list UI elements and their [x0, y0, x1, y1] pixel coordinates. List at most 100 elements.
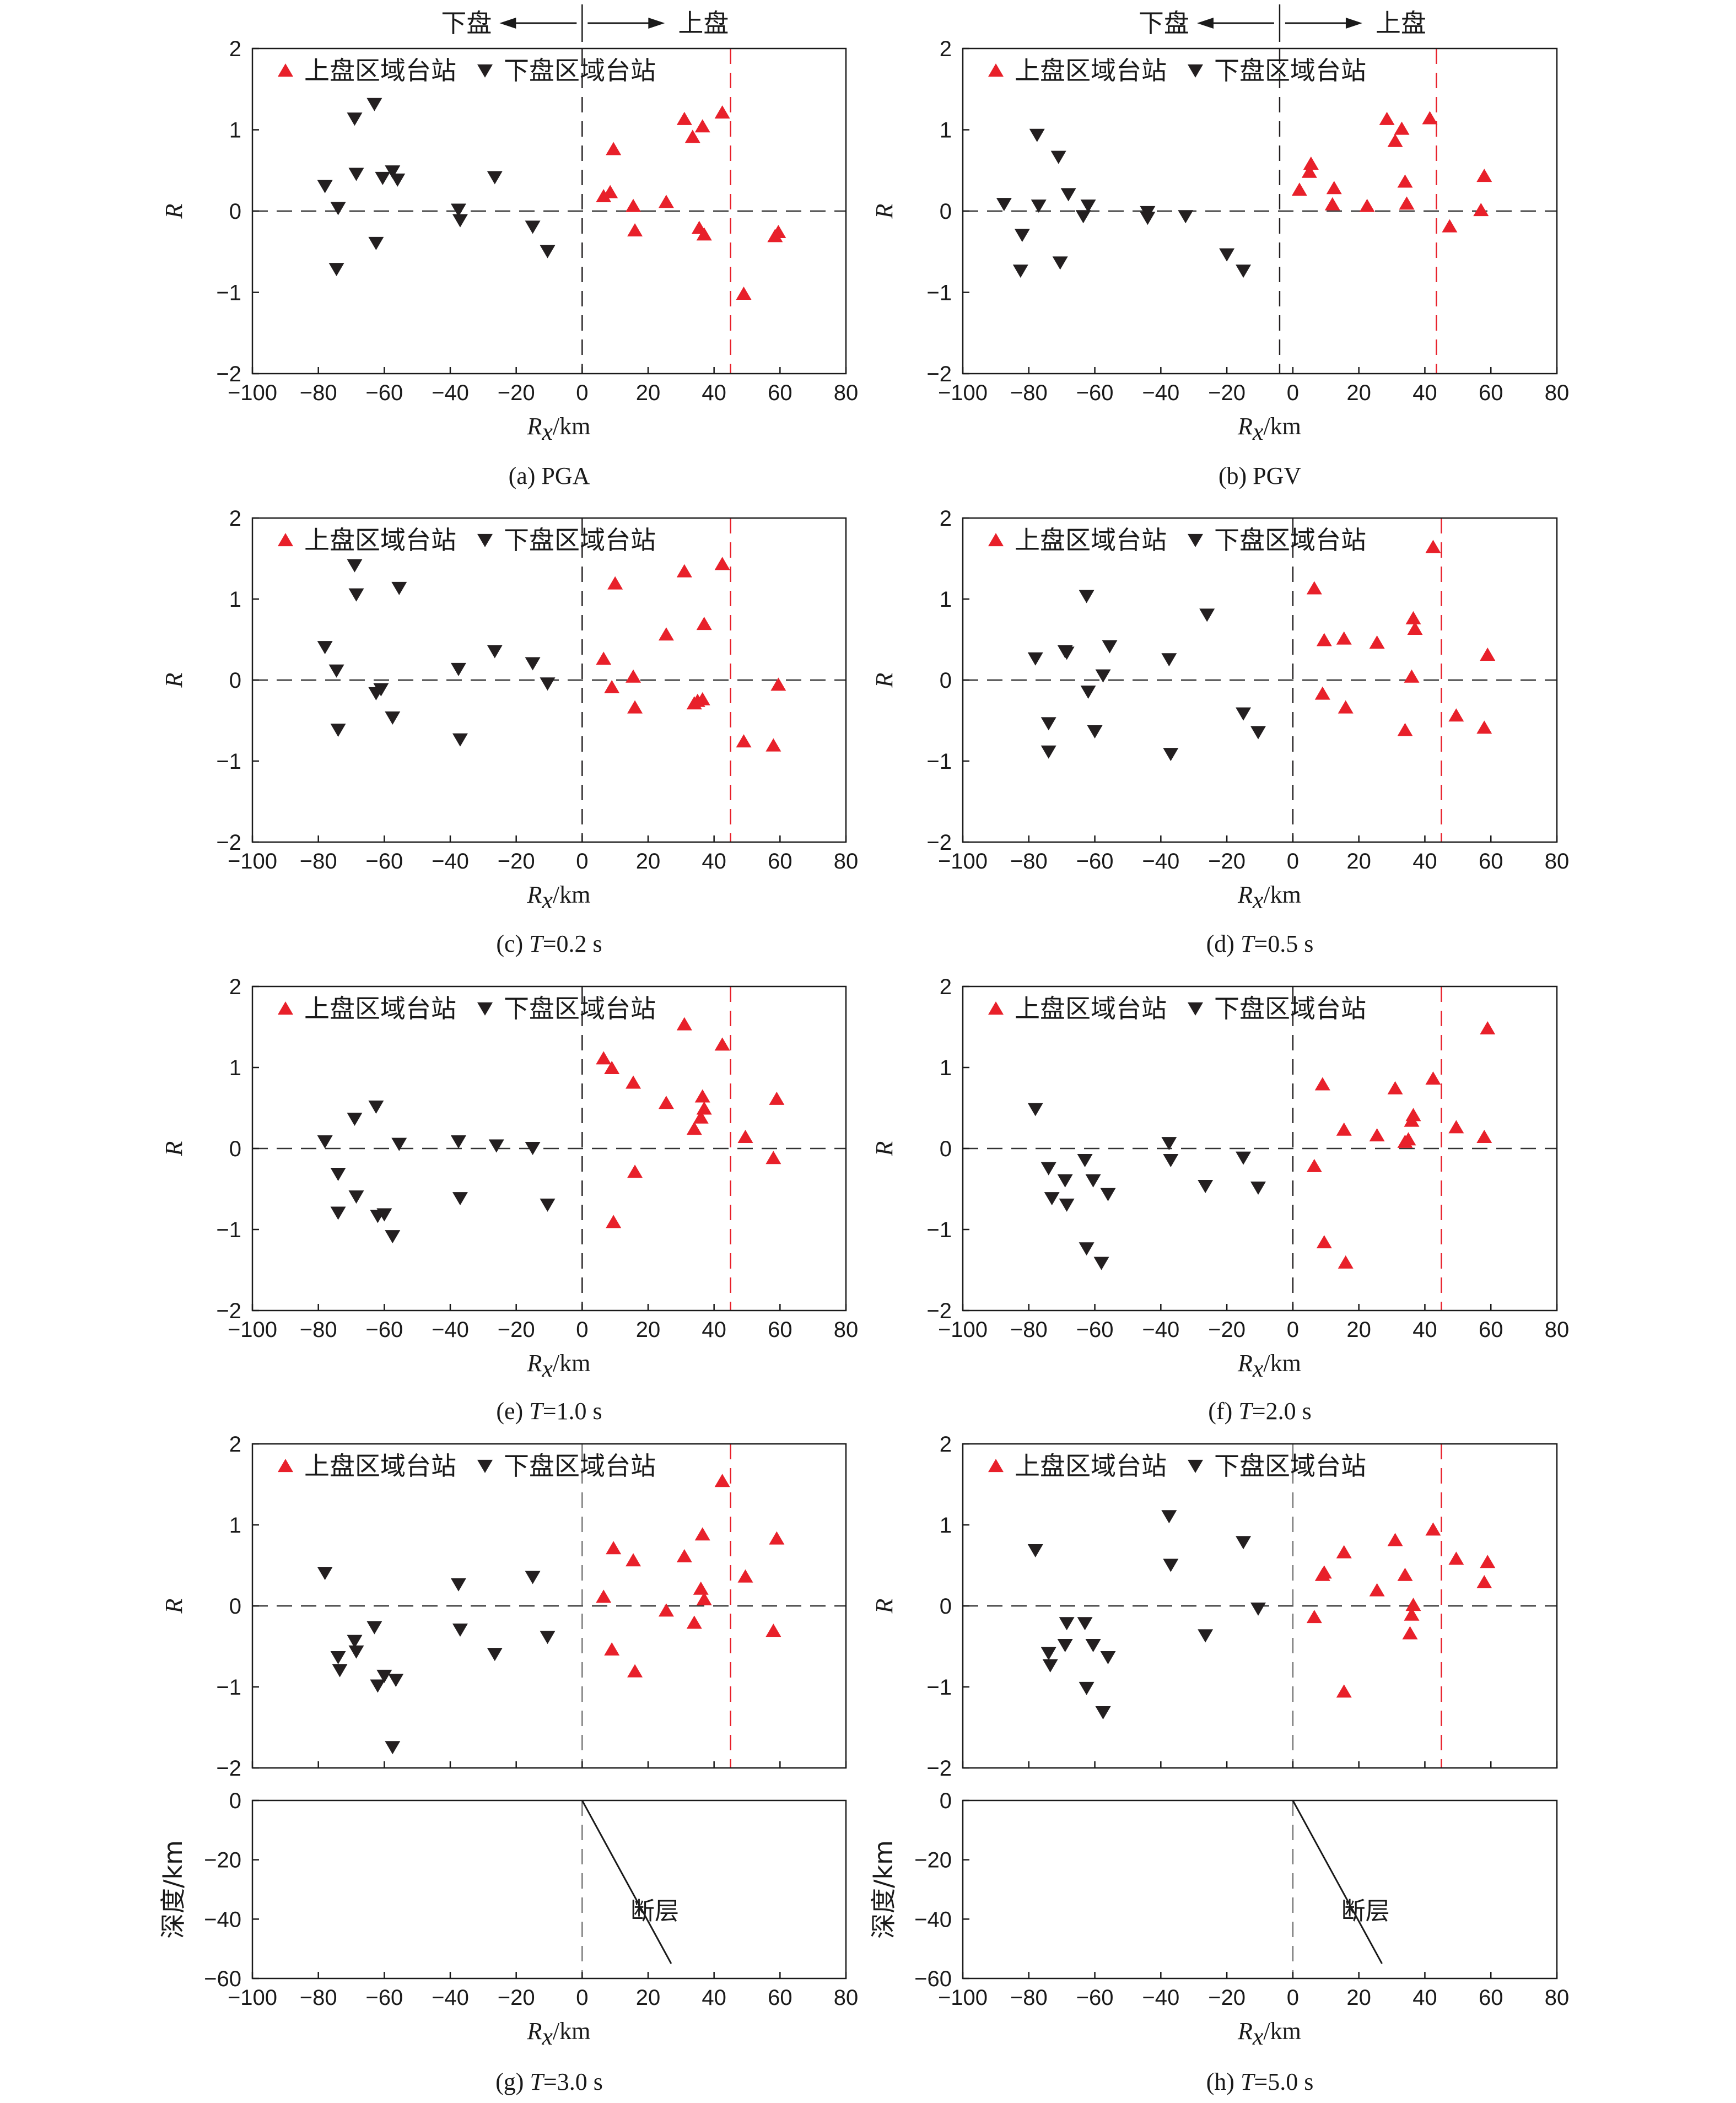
y-axis-label: R: [160, 1598, 187, 1614]
hanging-wall-station-marker: [1404, 1607, 1420, 1621]
footwall-station-marker: [1178, 210, 1194, 224]
footwall-station-marker: [348, 1645, 364, 1659]
footwall-station-marker: [1236, 707, 1252, 721]
arrow-right-icon: [648, 18, 665, 29]
footwall-station-marker: [1163, 1559, 1179, 1572]
y-tick-label: 0: [229, 1789, 241, 1813]
hanging-wall-station-marker: [737, 1569, 753, 1583]
x-tick-label: 20: [1346, 1318, 1371, 1342]
x-axis-label: Rx/km: [1237, 881, 1301, 914]
footwall-station-marker: [1077, 1617, 1093, 1631]
footwall-station-marker: [1095, 1706, 1111, 1719]
footwall-station-marker: [450, 203, 466, 217]
hanging-wall-station-marker: [596, 1051, 612, 1065]
hanging-wall-station-marker: [626, 198, 641, 212]
y-tick-label: −40: [914, 1907, 952, 1932]
legend-hanging-wall-label: 上盘区域台站: [1015, 525, 1167, 555]
footwall-station-marker: [1029, 128, 1045, 142]
x-axis-label: Rx/km: [527, 2018, 591, 2050]
footwall-station-marker: [525, 657, 541, 671]
fault-label: 断层: [1341, 1897, 1390, 1925]
hanging-wall-station-marker: [1405, 611, 1421, 624]
footwall-station-marker: [317, 641, 333, 655]
footwall-station-marker: [1042, 1659, 1058, 1673]
x-tick-label: −80: [300, 1318, 337, 1342]
x-tick-label: 0: [576, 1318, 588, 1342]
x-tick-label: −20: [1208, 381, 1246, 405]
footwall-station-marker: [328, 664, 344, 678]
hanging-wall-station-marker: [1476, 1130, 1492, 1144]
hanging-wall-station-marker: [602, 185, 618, 198]
x-tick-label: −80: [1010, 381, 1048, 405]
hanging-wall-station-marker: [694, 1527, 710, 1541]
footwall-station-marker: [452, 214, 468, 228]
footwall-station-marker: [1236, 1151, 1252, 1165]
legend-hanging-wall-label: 上盘区域台站: [1015, 56, 1167, 85]
y-tick-label: 2: [229, 37, 241, 61]
hanging-wall-station-marker: [1336, 1684, 1352, 1698]
y-tick-label: −40: [204, 1907, 241, 1932]
x-tick-label: 80: [834, 849, 859, 873]
footwall-station-marker: [1040, 1647, 1056, 1660]
footwall-station-marker: [1079, 1681, 1095, 1695]
footwall-station-marker: [1027, 652, 1043, 666]
footwall-station-marker: [1012, 265, 1028, 278]
footwall-station-marker: [1014, 229, 1030, 242]
x-tick-label: −100: [228, 1986, 277, 2010]
hanging-wall-station-marker: [1476, 720, 1492, 734]
footwall-station-marker: [366, 98, 382, 111]
x-tick-label: −20: [1208, 1986, 1246, 2010]
legend-hanging-wall-label: 上盘区域台站: [1015, 994, 1167, 1023]
depth-panel-h: −100 −80 −60 −40 −20 0 20 40 60 80 −60 −40 −20 0 断层 深度/…: [869, 1789, 1569, 2050]
legend-footwall-label: 下盘区域台站: [504, 525, 656, 555]
footwall-station-marker: [540, 677, 556, 691]
x-axis-label: Rx/km: [527, 881, 591, 914]
footwall-station-marker: [1250, 1181, 1266, 1195]
footwall-station-marker: [370, 1679, 386, 1693]
hanging-wall-station-marker: [1397, 1567, 1413, 1581]
footwall-station-marker: [317, 1135, 333, 1149]
y-axis-label: R: [160, 672, 187, 688]
y-tick-label: 0: [229, 199, 241, 224]
hanging-wall-station-marker: [696, 227, 712, 241]
x-tick-label: 20: [1346, 849, 1371, 873]
hanging-wall-station-marker: [769, 1531, 785, 1545]
footwall-station-marker: [376, 1669, 392, 1683]
footwall-station-marker: [525, 1571, 541, 1584]
x-tick-label: −80: [1010, 1318, 1048, 1342]
hanging-wall-station-marker: [1448, 708, 1464, 722]
depth-axis-label: 深度/km: [158, 1840, 188, 1939]
footwall-station-marker: [1161, 1137, 1177, 1151]
y-tick-label: 2: [229, 506, 241, 531]
x-tick-label: −60: [1076, 1318, 1114, 1342]
y-tick-label: −2: [216, 831, 241, 855]
panel-caption: (a) PGA: [509, 462, 590, 489]
x-tick-label: 80: [1545, 1986, 1570, 2010]
x-tick-label: −40: [432, 381, 469, 405]
hanging-wall-station-marker: [696, 1101, 712, 1115]
hanging-wall-direction-label: 上盘: [1376, 8, 1426, 38]
footwall-station-marker: [1095, 669, 1111, 683]
hanging-wall-station-marker: [1397, 722, 1413, 736]
panel-caption: (h) T=5.0 s: [1206, 2068, 1314, 2095]
legend-footwall-label: 下盘区域台站: [1214, 525, 1366, 555]
footwall-station-marker: [1102, 640, 1118, 654]
footwall-direction-label: 下盘: [441, 8, 492, 38]
y-tick-label: −2: [926, 831, 952, 855]
y-tick-label: 0: [940, 668, 952, 693]
x-tick-label: −60: [365, 1318, 403, 1342]
legend-hanging-wall-label: 上盘区域台站: [1015, 1451, 1167, 1481]
footwall-station-marker: [1027, 1544, 1043, 1557]
y-tick-label: −1: [216, 1218, 241, 1242]
footwall-station-marker: [1059, 1617, 1075, 1631]
footwall-station-marker: [368, 236, 384, 250]
hanging-wall-station-marker: [604, 680, 620, 693]
panel-h: −2 −1 0 1 2 上盘区域台站 下盘区域台站 R (h) T=5.0 s: [871, 1432, 1558, 2095]
footwall-station-marker: [330, 724, 346, 737]
hanging-wall-station-marker: [607, 576, 623, 590]
y-tick-label: 2: [229, 975, 241, 999]
hanging-wall-station-marker: [1425, 540, 1441, 553]
depth-plot-frame: [251, 1799, 847, 1980]
footwall-station-marker: [1080, 199, 1096, 213]
y-axis-label: R: [160, 203, 187, 219]
